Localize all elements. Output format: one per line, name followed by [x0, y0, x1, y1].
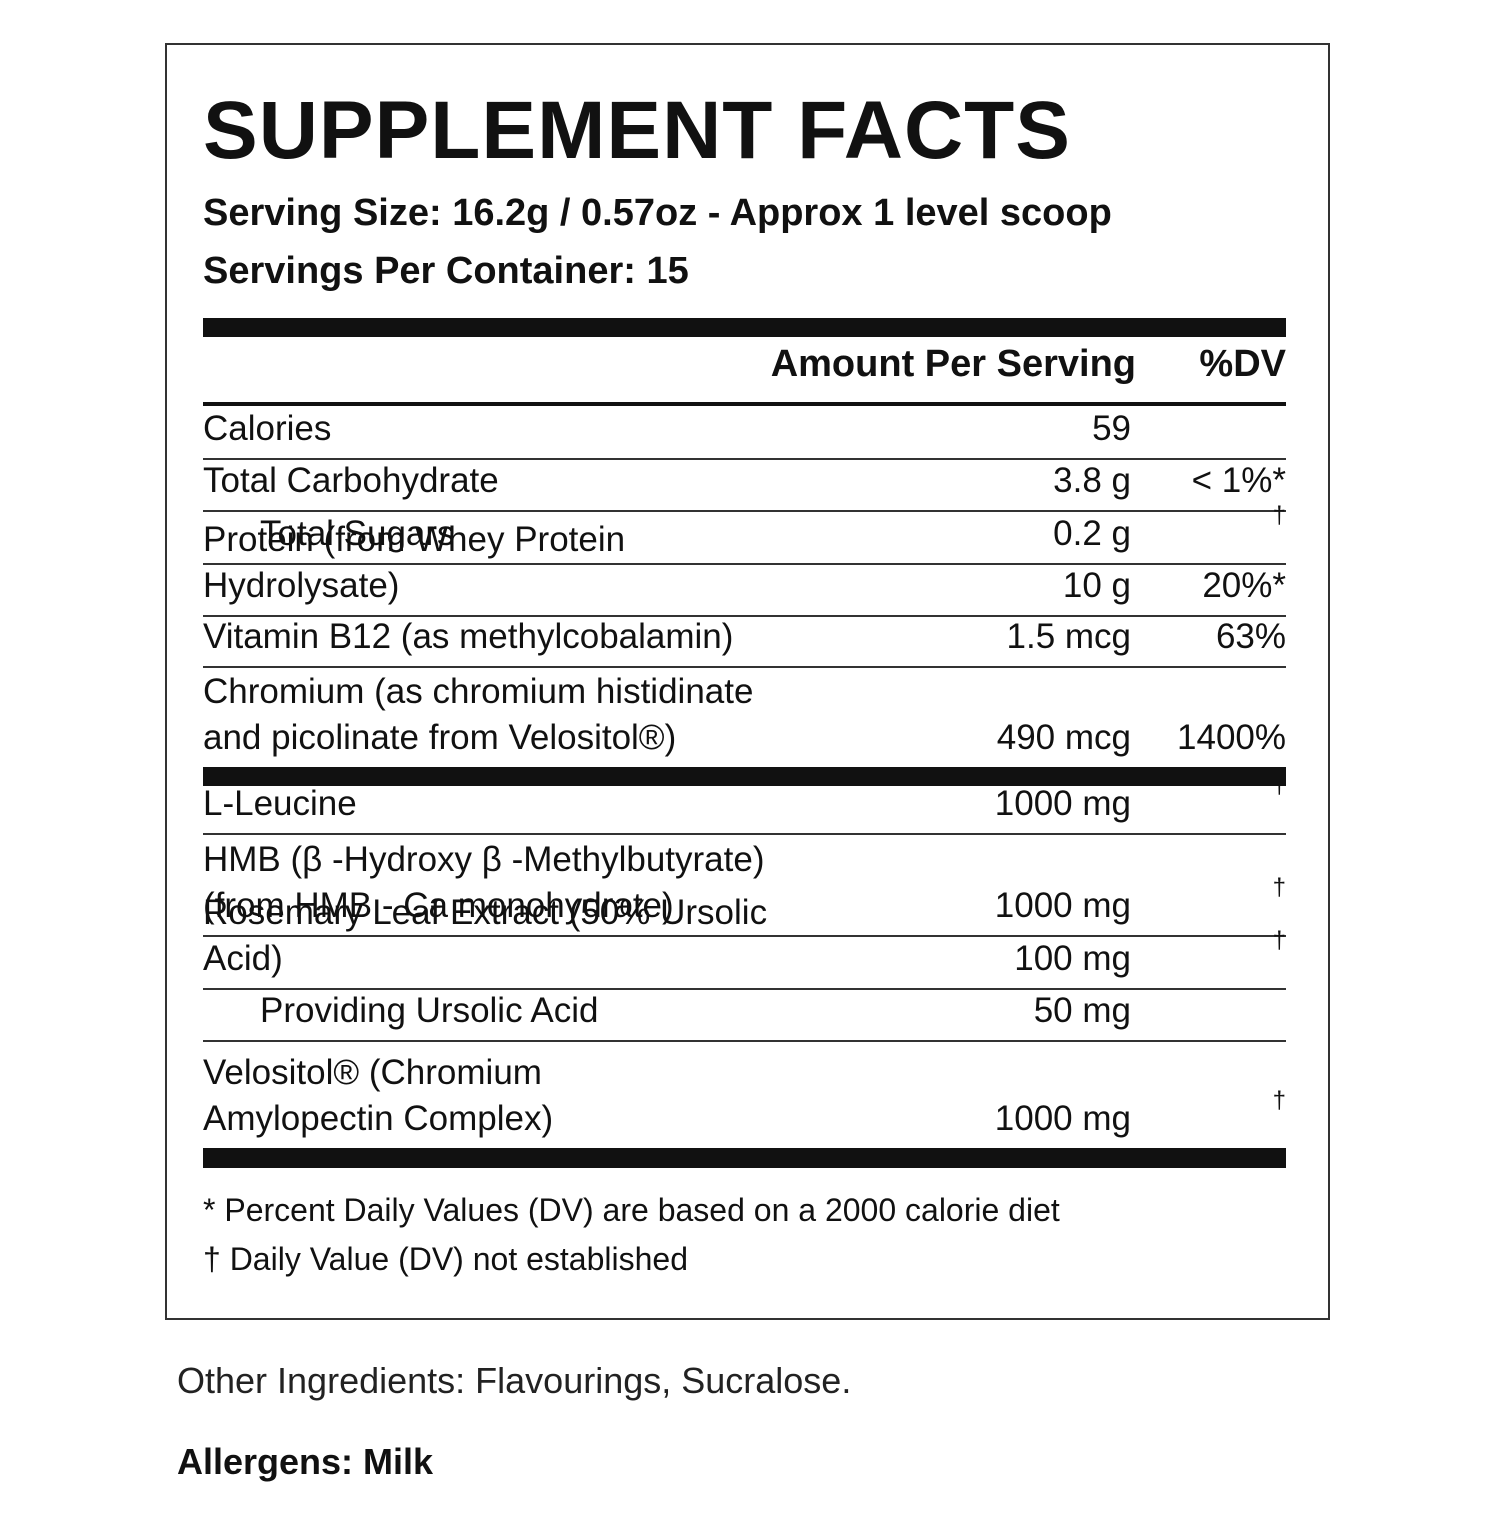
amount: 100 mg [1014, 939, 1131, 978]
amount: 1000 mg [994, 1099, 1131, 1138]
nutrient-row: Velositol® (Chromium Amylopectin Complex)… [203, 1042, 1286, 1148]
label-box [165, 43, 1330, 1320]
daily-value: 63% [1215, 617, 1286, 656]
nutrient-row: Total Carbohydrate 3.8 g < 1%* [203, 460, 1286, 512]
nutrient-name: Vitamin B12 (as methylcobalamin) [203, 614, 831, 660]
daily-value: † [1131, 772, 1286, 827]
nutrient-name: Rosemary Leaf Extract (50% Ursolic Acid) [203, 890, 831, 982]
nutrient-row: Total Sugars 0.2 g † [203, 502, 1286, 565]
amount: 10 g [1062, 566, 1131, 605]
rule [203, 402, 1286, 406]
header-amount: Amount Per Serving [770, 343, 1136, 385]
daily-value: † [1272, 502, 1286, 529]
nutrient-row: Calories 59 [203, 408, 1286, 460]
amount: 1000 mg [994, 784, 1131, 823]
name-line: Velositol® (Chromium [203, 1053, 542, 1092]
nutrient-name: Total Sugars [203, 511, 831, 557]
daily-value: 20%* [1202, 566, 1286, 605]
daily-value: < 1%* [1191, 461, 1286, 500]
nutrient-name: L-Leucine [203, 781, 831, 827]
thick-rule [203, 767, 1286, 786]
nutrient-row: Rosemary Leaf Extract (50% Ursolic Acid)… [203, 893, 1286, 990]
name-line: Chromium (as chromium histidinate [203, 672, 754, 711]
name-line: L-Leucine [203, 784, 357, 823]
daily-value: † [1272, 1087, 1286, 1114]
thick-rule [203, 318, 1286, 337]
amount: 59 [1092, 409, 1131, 448]
daily-value: 1400% [1177, 718, 1286, 757]
name-line: Vitamin B12 (as methylcobalamin) [203, 617, 734, 656]
name-line: and picolinate from Velositol®) [203, 718, 677, 757]
name-line: (from HMB - Ca monohydrate) [203, 886, 674, 925]
name-line: Total Carbohydrate [203, 461, 499, 500]
nutrient-name: Total Carbohydrate [203, 458, 831, 504]
servings-per-container: Servings Per Container: 15 [203, 250, 689, 292]
daily-value: † [1272, 874, 1286, 901]
nutrient-name: Chromium (as chromium histidinate and pic… [203, 669, 831, 761]
nutrient-row: HMB (β -Hydroxy β -Methylbutyrate) (from … [203, 835, 1286, 937]
nutrient-row: Chromium (as chromium histidinate and pic… [203, 668, 1286, 767]
daily-value: † [1272, 927, 1286, 954]
footnote: † Daily Value (DV) not established [203, 1241, 688, 1277]
name-line: Amylopectin Complex) [203, 1099, 554, 1138]
name-line: Calories [203, 409, 332, 448]
other-ingredients: Other Ingredients: Flavourings, Sucralos… [177, 1360, 852, 1401]
name-line: Total Sugars [260, 514, 455, 553]
amount: 0.2 g [1053, 514, 1131, 553]
nutrient-name: Velositol® (Chromium Amylopectin Complex) [203, 1050, 831, 1142]
nutrient-name: Protein (from Whey Protein Hydrolysate) [203, 517, 831, 609]
amount: 50 mg [1033, 991, 1131, 1030]
nutrient-name: Providing Ursolic Acid [203, 988, 831, 1034]
nutrient-row: L-Leucine 1000 mg† [203, 772, 1286, 835]
amount: 490 mcg [996, 718, 1131, 757]
footnote: * Percent Daily Values (DV) are based on… [203, 1192, 1060, 1228]
serving-size: Serving Size: 16.2g / 0.57oz - Approx 1 … [203, 192, 1112, 234]
thick-rule [203, 1148, 1286, 1168]
name-line: Providing Ursolic Acid [260, 991, 599, 1030]
nutrient-name: HMB (β -Hydroxy β -Methylbutyrate) (from … [203, 837, 831, 929]
nutrient-name: Calories [203, 406, 831, 452]
allergens: Allergens: Milk [177, 1441, 434, 1482]
nutrient-row: Vitamin B12 (as methylcobalamin) 1.5 mcg 6… [203, 617, 1286, 668]
name-line: Rosemary Leaf Extract (50% Ursolic Acid) [203, 893, 768, 978]
header-dv: %DV [1199, 343, 1286, 385]
title: SUPPLEMENT FACTS [203, 85, 1071, 176]
amount: 3.8 g [1053, 461, 1131, 500]
amount: 1.5 mcg [1006, 617, 1132, 656]
name-line: Protein (from Whey Protein Hydrolysate) [203, 520, 626, 605]
nutrient-row: Providing Ursolic Acid 50 mg [203, 990, 1286, 1042]
name-line: HMB (β -Hydroxy β -Methylbutyrate) [203, 840, 765, 879]
nutrient-row: Protein (from Whey Protein Hydrolysate) 1… [203, 520, 1286, 617]
amount: 1000 mg [994, 886, 1131, 925]
